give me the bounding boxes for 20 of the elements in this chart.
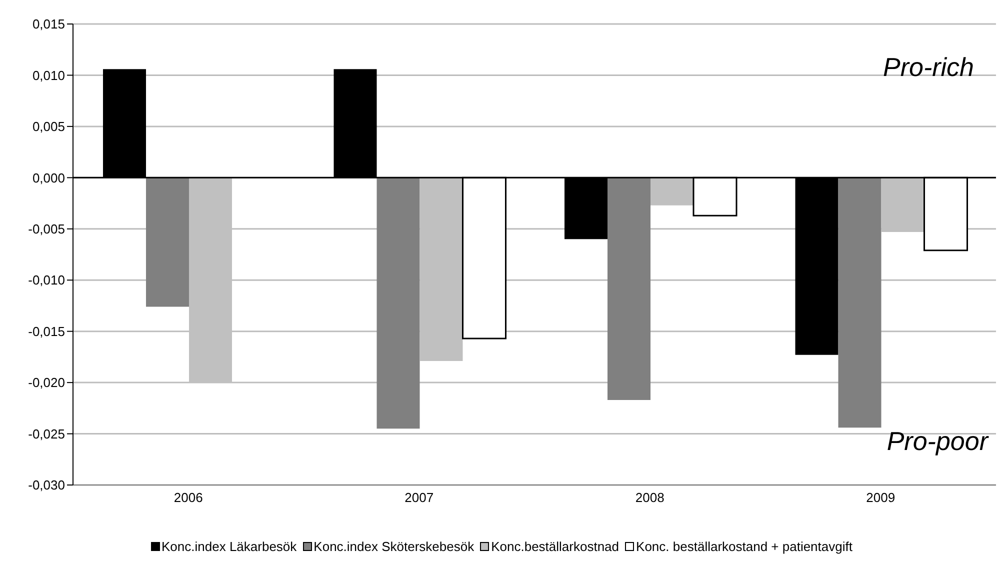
y-tick-label: -0,020 <box>28 375 65 390</box>
legend-label: Konc.beställarkostnad <box>490 539 620 554</box>
y-tick-label: -0,015 <box>28 324 65 339</box>
y-tick-label: -0,030 <box>28 478 65 493</box>
x-tick-label: 2006 <box>174 490 203 506</box>
x-tick-label: 2009 <box>866 490 896 506</box>
annotation: Pro-rich <box>882 52 974 83</box>
y-tick-label: 0,005 <box>32 119 65 134</box>
legend-label: Konc.index Sköterskebesök <box>312 539 474 554</box>
y-tick-label: 0,000 <box>32 170 65 186</box>
y-tick-label: -0,010 <box>28 272 65 288</box>
x-tick-label: 2008 <box>635 490 664 506</box>
y-tick-label: 0,015 <box>32 16 65 32</box>
x-tick-label: 2007 <box>404 490 434 506</box>
y-tick-label: -0,025 <box>28 426 65 442</box>
y-tick-label: 0,010 <box>32 68 65 83</box>
legend-label: Konc.index Läkarbesök <box>160 539 297 554</box>
y-tick-label: -0,005 <box>28 222 65 237</box>
annotation: Pro-poor <box>886 426 988 457</box>
legend-label: Konc. beställarkostand + patientavgift <box>635 539 852 554</box>
